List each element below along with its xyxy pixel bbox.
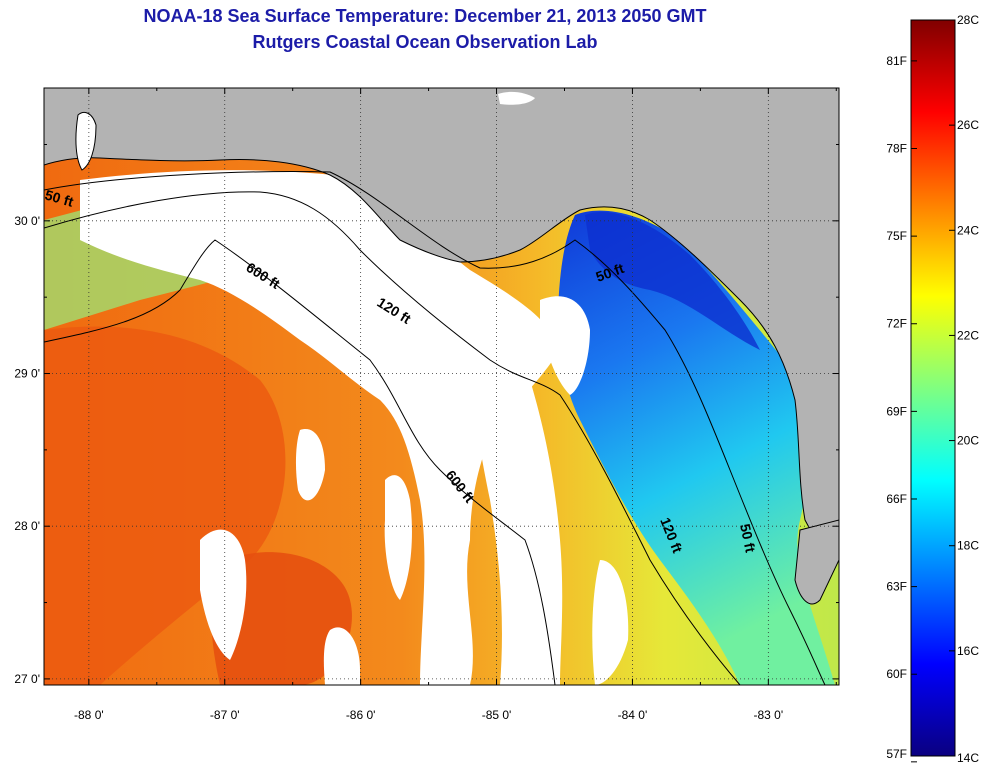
colorbar-label-celsius: 28C [957,13,979,27]
contour-label: 50 ft [43,187,75,210]
lon-tick-label: -88 0' [74,708,104,722]
inland-lake [498,91,535,105]
lon-tick-label: -86 0' [346,708,376,722]
lat-tick-label: 30 0' [14,214,40,228]
contour-50ft [44,171,826,685]
cloud-mask [80,170,629,685]
plot-frame [43,87,840,686]
colorbar-label-celsius: 22C [957,328,979,342]
cool-coastal-water [558,210,835,685]
chart-title: NOAA-18 Sea Surface Temperature: Decembe… [143,6,707,26]
axis-ticks [44,88,839,685]
lat-tick-label: 29 0' [14,367,40,381]
colorbar [910,19,956,757]
depth-contours [44,171,826,685]
colorbar-label-celsius: 16C [957,644,979,658]
colorbar-label-celsius: 24C [957,223,979,237]
colorbar-label-celsius: 26C [957,118,979,132]
colorbar-label-fahrenheit: 66F [886,492,907,506]
colorbar-labels: 28C 26C 24C 22C 20C 18C 16C 14C 81F 78F 75F 72F 69F 6… [886,13,979,765]
coldest-water [585,211,760,350]
colorbar-label-fahrenheit: 75F [886,229,907,243]
colorbar-label-fahrenheit: 81F [886,54,907,68]
colorbar-label-fahrenheit: 60F [886,667,907,681]
colorbar-label-fahrenheit: 69F [886,404,907,418]
lat-tick-label: 27 0' [14,672,40,686]
lon-tick-label: -84 0' [618,708,648,722]
warm-water-patch [211,552,352,685]
colorbar-label-celsius: 20C [957,434,979,448]
colorbar-label-fahrenheit: 63F [886,580,907,594]
mobile-bay [75,112,97,171]
coastal-land [794,519,839,605]
lon-tick-label: -85 0' [482,708,512,722]
colorbar-label-celsius: 18C [957,539,979,553]
colorbar-label-fahrenheit: 57F [886,747,907,761]
lon-tick-label: -87 0' [210,708,240,722]
contour-120ft [44,191,741,685]
colorbar-label-celsius: 14C [957,751,979,765]
lon-tick-label: -83 0' [754,708,784,722]
graticule [44,88,839,685]
contour-label: 50 ft [737,522,759,554]
lat-tick-label: 28 0' [14,519,40,533]
colorbar-label-fahrenheit: 72F [886,317,907,331]
axis-tick-labels: -88 0' -87 0' -86 0' -85 0' -84 0' -83 0' 30 0… [14,214,783,722]
contour-600ft [44,239,556,685]
land-mass [44,88,839,561]
chart-subtitle: Rutgers Coastal Ocean Observation Lab [252,32,598,52]
colorbar-ticks [911,19,955,763]
colorbar-label-fahrenheit: 78F [886,142,907,156]
